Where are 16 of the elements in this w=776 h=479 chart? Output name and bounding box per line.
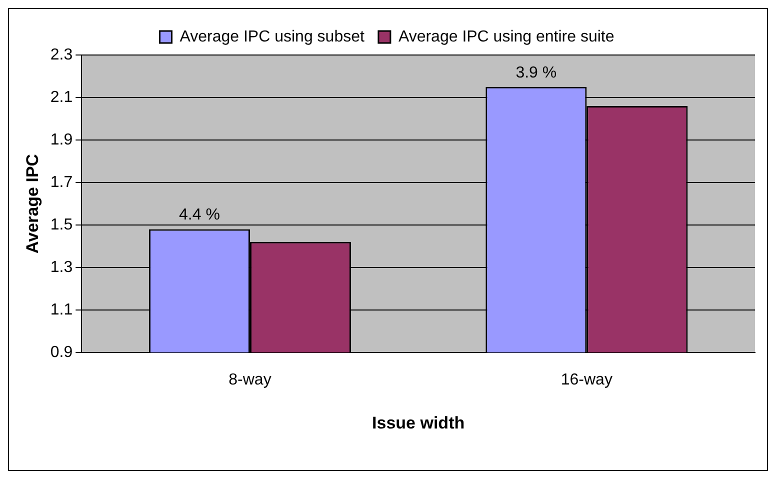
x-tick-label: 8-way <box>228 371 272 388</box>
legend-label: Average IPC using entire suite <box>398 28 614 46</box>
y-tick-label: 1.7 <box>50 174 73 191</box>
annotation: 3.9 % <box>516 64 557 82</box>
y-tick-label: 1.3 <box>50 258 73 276</box>
y-tick-label: 2.1 <box>50 88 73 106</box>
y-axis-title: Average IPC <box>22 154 42 254</box>
annotation: 4.4 % <box>179 206 220 224</box>
x-axis-title: Issue width <box>372 413 465 432</box>
y-tick-label: 1.9 <box>50 131 73 148</box>
y-tick-label: 1.1 <box>50 301 73 318</box>
y-tick-label: 2.3 <box>50 46 73 64</box>
y-tick-label: 0.9 <box>50 344 73 361</box>
x-tick-label: 16-way <box>560 371 612 388</box>
legend-label: Average IPC using subset <box>180 28 365 46</box>
y-tick-label: 1.5 <box>50 216 73 234</box>
